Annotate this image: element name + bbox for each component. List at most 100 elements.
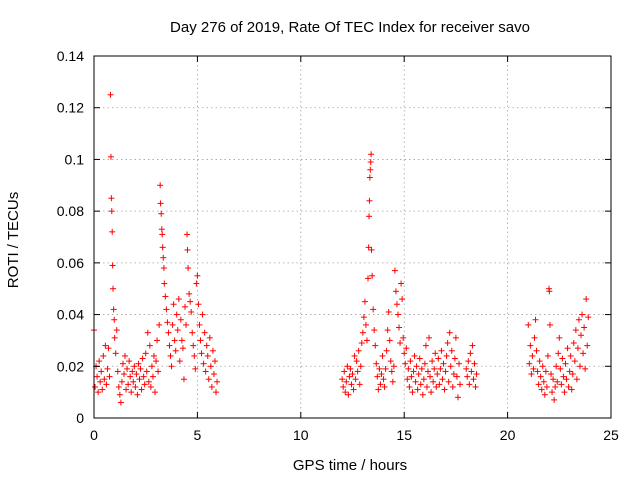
data-point (348, 381, 355, 388)
data-point (111, 334, 118, 341)
data-point (397, 340, 404, 347)
data-point (473, 371, 480, 378)
data-point (562, 360, 569, 367)
data-point (178, 337, 185, 344)
data-point (354, 368, 361, 375)
data-point (394, 311, 401, 318)
data-point (109, 228, 116, 235)
data-point (135, 360, 142, 367)
data-point (468, 368, 475, 375)
data-point (210, 371, 217, 378)
data-point (122, 352, 129, 359)
data-point (114, 368, 121, 375)
data-point (401, 350, 408, 357)
data-point (179, 345, 186, 352)
data-point (126, 358, 133, 365)
data-point (194, 272, 201, 279)
data-point (176, 358, 183, 365)
data-point (98, 368, 105, 375)
data-point (157, 182, 164, 189)
data-point (198, 350, 205, 357)
data-points (91, 91, 592, 406)
data-point (418, 365, 425, 372)
data-point (544, 352, 551, 359)
data-point (142, 350, 149, 357)
data-point (540, 378, 547, 385)
data-point (141, 381, 148, 388)
data-point (97, 378, 104, 385)
data-point (393, 301, 400, 308)
data-point (449, 383, 456, 390)
data-point (158, 226, 165, 233)
data-point (124, 365, 131, 372)
data-point (529, 352, 536, 359)
data-point (374, 373, 381, 380)
data-point (536, 358, 543, 365)
data-point (363, 337, 370, 344)
data-point (561, 389, 568, 396)
data-point (100, 352, 107, 359)
data-point (373, 360, 380, 367)
data-point (159, 244, 166, 251)
data-point (108, 195, 115, 202)
data-point (383, 347, 390, 354)
data-point (138, 386, 145, 393)
data-point (120, 371, 127, 378)
data-point (365, 275, 372, 282)
data-point (424, 368, 431, 375)
data-point (203, 342, 210, 349)
data-point (463, 365, 470, 372)
y-tick-label: 0.1 (65, 151, 85, 167)
data-point (402, 360, 409, 367)
data-point (146, 342, 153, 349)
x-tick-label: 15 (396, 427, 412, 443)
plot-frame (93, 55, 612, 419)
data-point (185, 265, 192, 272)
data-point (538, 386, 545, 393)
data-point (385, 308, 392, 315)
data-point (127, 373, 134, 380)
data-point (187, 298, 194, 305)
data-point (140, 373, 147, 380)
data-point (207, 363, 214, 370)
data-point (139, 355, 146, 362)
data-point (534, 368, 541, 375)
data-point (152, 389, 159, 396)
data-point (349, 371, 356, 378)
data-point (180, 376, 187, 383)
data-point (149, 373, 156, 380)
data-point (583, 296, 590, 303)
data-point (365, 244, 372, 251)
data-point (353, 358, 360, 365)
data-point (211, 358, 218, 365)
data-point (123, 386, 130, 393)
data-point (411, 352, 418, 359)
data-point (193, 280, 200, 287)
data-point (415, 371, 422, 378)
data-point (559, 355, 566, 362)
data-point (441, 386, 448, 393)
y-tick-label: 0.04 (57, 307, 84, 323)
data-point (362, 321, 369, 328)
data-point (551, 396, 558, 403)
y-axis-label: ROTI / TECUs (5, 192, 22, 288)
data-point (96, 358, 103, 365)
data-point (377, 381, 384, 388)
data-point (181, 303, 188, 310)
data-point (213, 389, 220, 396)
y-tick-label: 0.14 (57, 48, 84, 64)
data-point (451, 355, 458, 362)
data-point (437, 365, 444, 372)
data-point (350, 386, 357, 393)
data-point (102, 342, 109, 349)
data-point (110, 285, 117, 292)
data-point (585, 314, 592, 321)
y-tick-label: 0 (76, 410, 84, 426)
data-point (208, 383, 215, 390)
data-point (405, 365, 412, 372)
data-point (160, 254, 167, 261)
data-point (526, 360, 533, 367)
data-point (537, 373, 544, 380)
data-point (205, 376, 212, 383)
axis-ticks (93, 55, 612, 419)
